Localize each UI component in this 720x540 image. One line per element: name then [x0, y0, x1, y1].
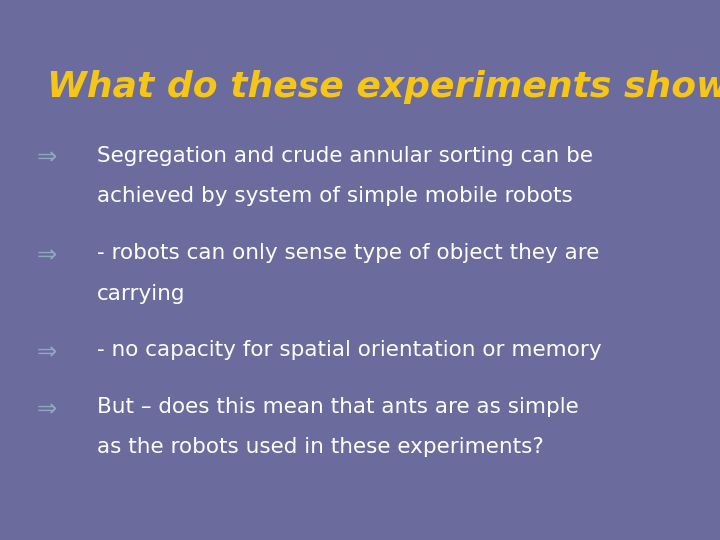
Text: carrying: carrying — [97, 284, 186, 303]
Text: - no capacity for spatial orientation or memory: - no capacity for spatial orientation or… — [97, 340, 602, 360]
Text: What do these experiments show?: What do these experiments show? — [47, 70, 720, 104]
Text: ⇒: ⇒ — [37, 243, 57, 267]
Text: - robots can only sense type of object they are: - robots can only sense type of object t… — [97, 243, 600, 263]
Text: ⇒: ⇒ — [37, 397, 57, 421]
Text: ⇒: ⇒ — [37, 146, 57, 170]
Text: Segregation and crude annular sorting can be: Segregation and crude annular sorting ca… — [97, 146, 593, 166]
Text: as the robots used in these experiments?: as the robots used in these experiments? — [97, 437, 544, 457]
Text: But – does this mean that ants are as simple: But – does this mean that ants are as si… — [97, 397, 579, 417]
Text: ⇒: ⇒ — [37, 340, 57, 364]
Text: achieved by system of simple mobile robots: achieved by system of simple mobile robo… — [97, 186, 573, 206]
